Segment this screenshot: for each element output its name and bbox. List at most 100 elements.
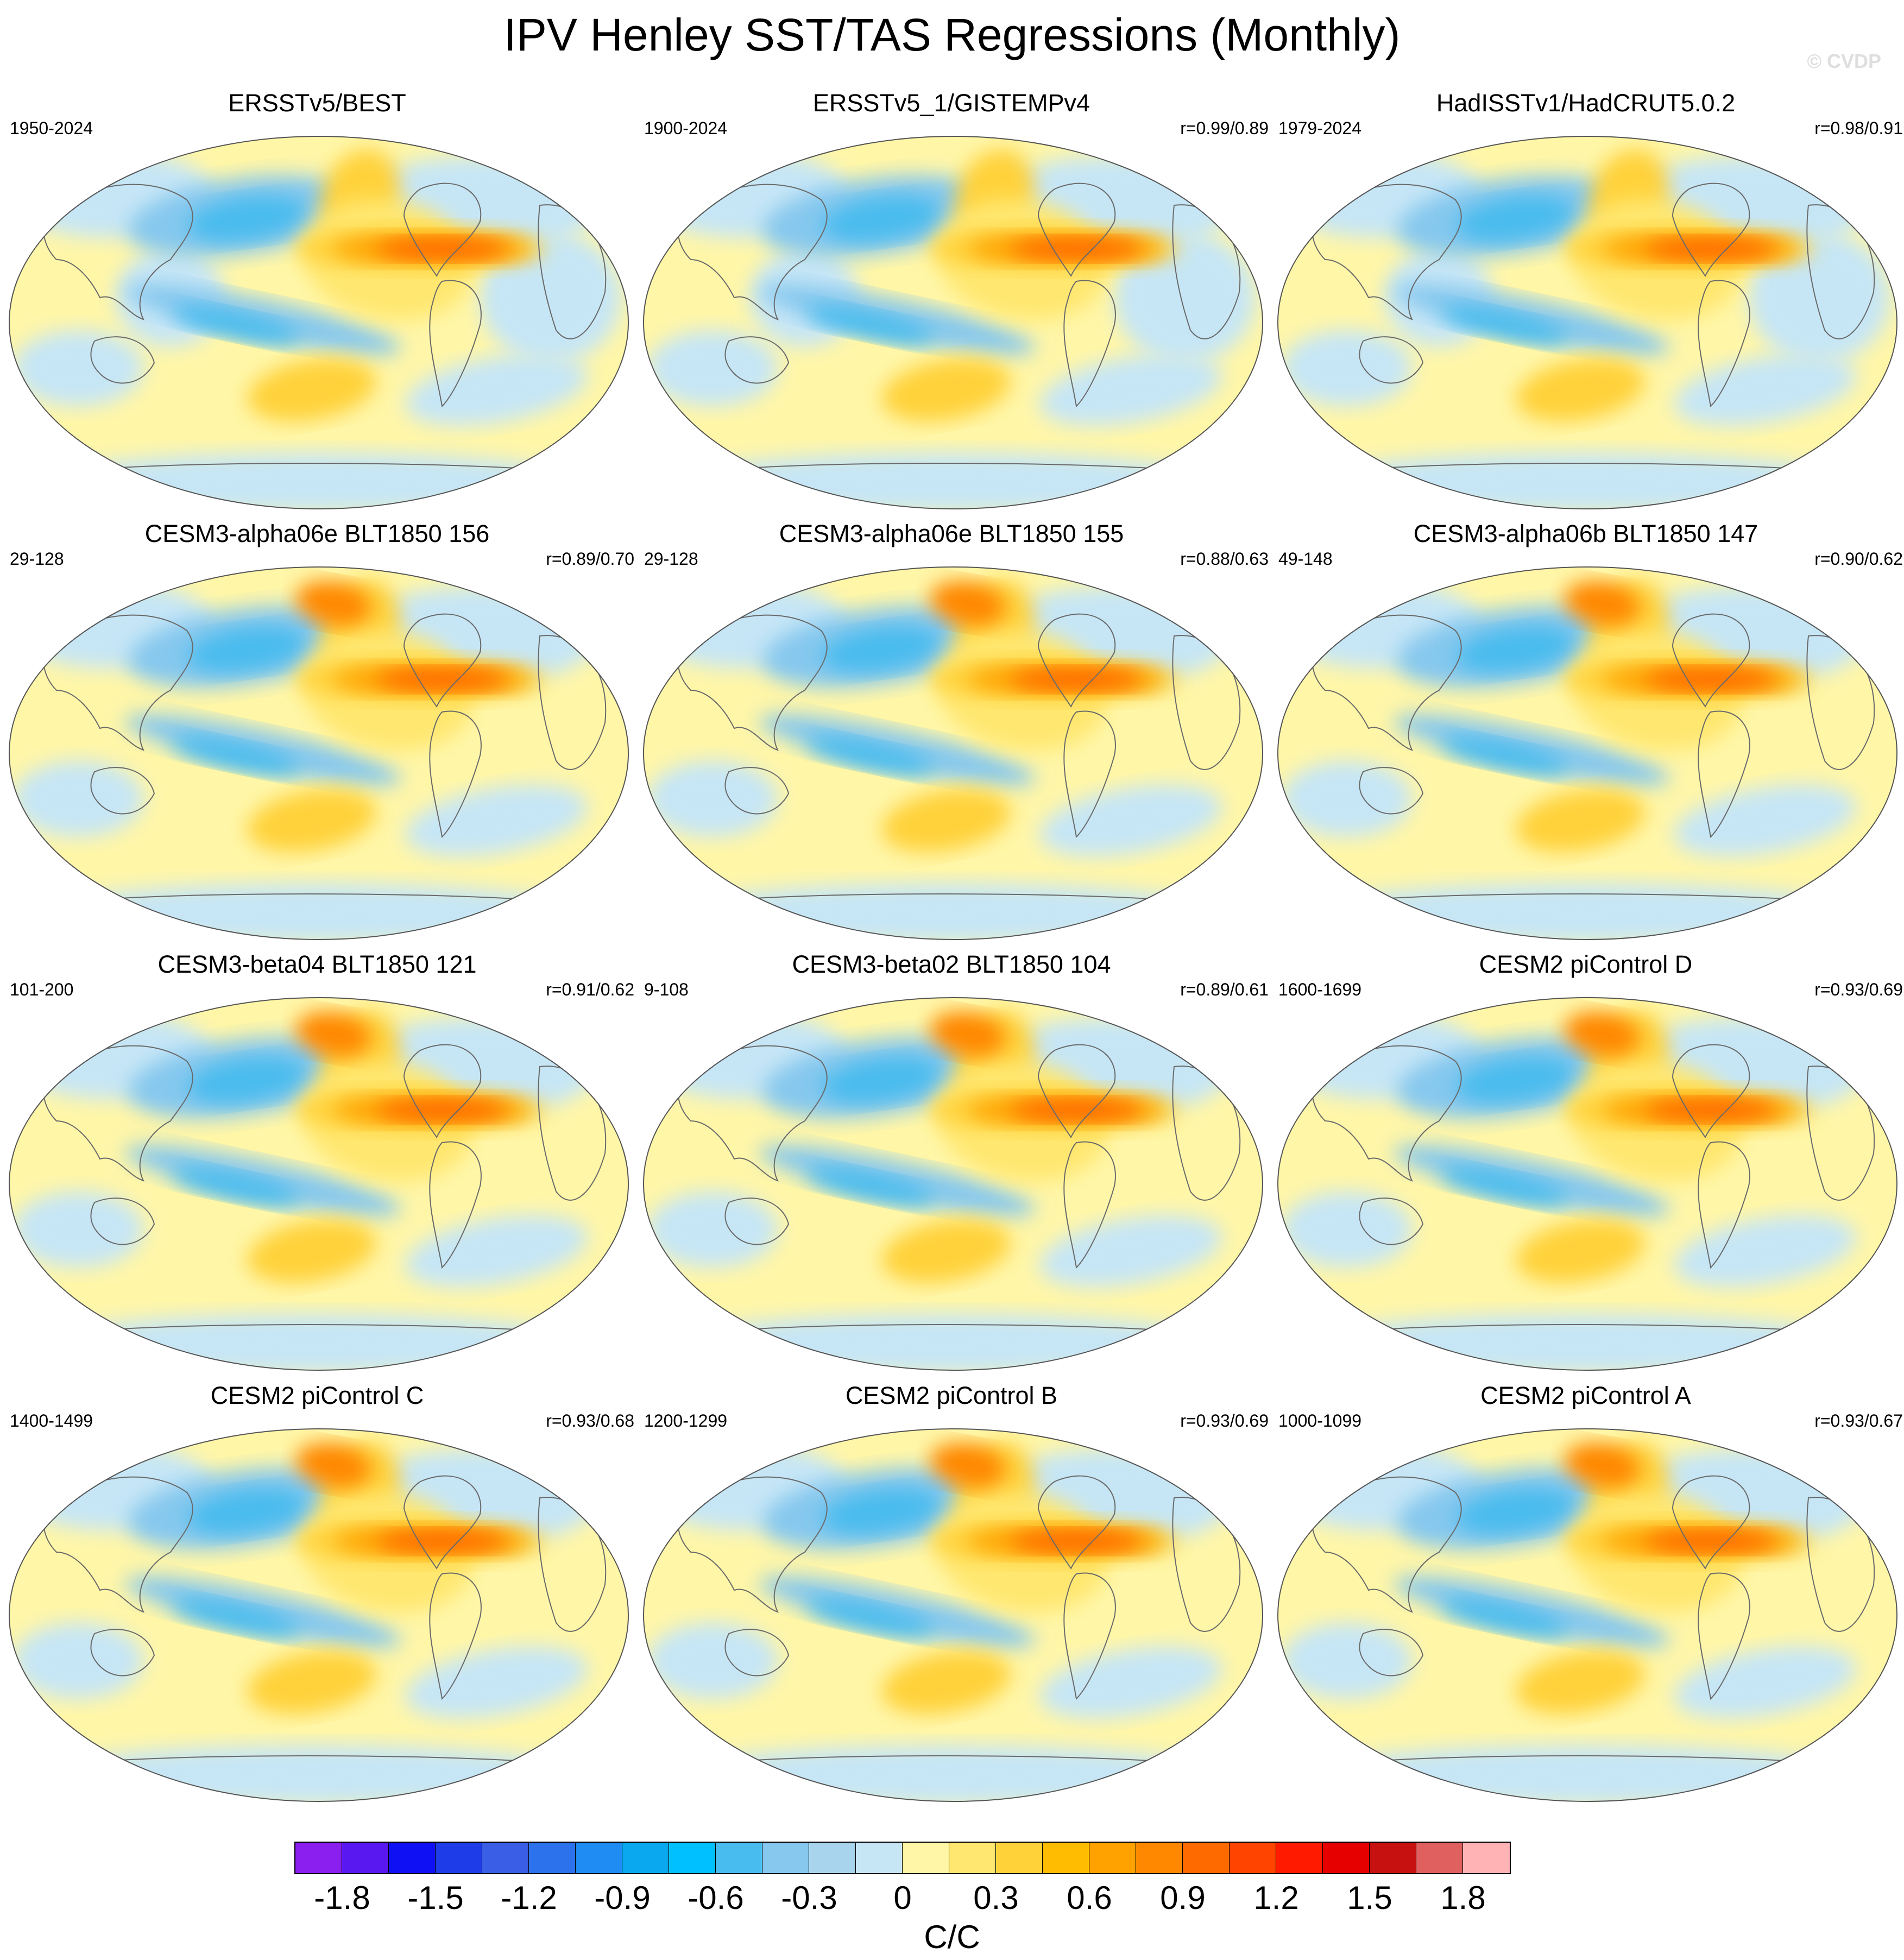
- anomaly-region: [1455, 626, 1575, 673]
- anomaly-region: [806, 736, 934, 774]
- panel-correlation: r=0.91/0.62: [546, 980, 634, 999]
- colorbar-swatch: [903, 1843, 949, 1873]
- anomaly-region: [881, 1650, 1011, 1715]
- regression-map: [9, 1428, 629, 1802]
- anomaly-region: [40, 1314, 583, 1370]
- anomaly-region: [13, 330, 143, 406]
- panel-period: 1950-2024: [10, 118, 93, 138]
- colorbar-tick-label: 0.6: [1067, 1880, 1112, 1916]
- anomaly-region: [674, 883, 1218, 940]
- anomaly-region: [1309, 1314, 1852, 1370]
- colorbar-swatch: [1370, 1843, 1416, 1873]
- panel-title: CESM2 piControl B: [845, 1382, 1058, 1409]
- map-panel: ERSSTv5_1/GISTEMPv4 1900-2024 r=0.99/0.89: [634, 87, 1269, 516]
- anomaly-region: [1440, 1598, 1568, 1636]
- anomaly-region: [821, 1057, 941, 1104]
- colorbar-tick-label: -1.8: [314, 1880, 370, 1916]
- anomaly-region: [187, 1057, 306, 1104]
- colorbar-swatch: [856, 1843, 903, 1873]
- coastline: [1672, 613, 1750, 708]
- colorbar-swatch: [1089, 1843, 1136, 1873]
- coastline: [1312, 184, 1462, 320]
- panel-period: 1000-1099: [1278, 1411, 1362, 1430]
- map-border: [9, 1428, 629, 1802]
- coastline: [429, 1572, 482, 1700]
- colorbar-tick-label: 1.8: [1440, 1880, 1486, 1916]
- colorbar-swatch: [949, 1843, 996, 1873]
- regression-map: [643, 566, 1263, 940]
- anomaly-region: [1455, 1488, 1575, 1535]
- anomaly-region: [1645, 669, 1776, 690]
- map-border: [9, 997, 629, 1371]
- anomaly-region: [1455, 1057, 1575, 1104]
- coastline: [403, 1044, 482, 1138]
- colorbar-swatch: [809, 1843, 856, 1873]
- coastline: [90, 1629, 155, 1677]
- anomaly-region: [377, 1099, 507, 1121]
- anomaly-region: [881, 1219, 1011, 1283]
- colorbar-swatch: [295, 1843, 342, 1873]
- coastline: [1698, 1141, 1750, 1269]
- anomaly-region: [1645, 1530, 1776, 1552]
- anomaly-region: [247, 789, 376, 853]
- colorbar-swatch: [1276, 1843, 1323, 1873]
- colorbar-tick-label: 0: [893, 1880, 912, 1916]
- colorbar-swatch: [1136, 1843, 1183, 1873]
- coastline: [1359, 1629, 1424, 1677]
- colorbar-tick-label: 0.3: [973, 1880, 1019, 1916]
- anomaly-region: [1516, 1650, 1645, 1715]
- coastline: [707, 463, 1196, 472]
- coastline: [724, 767, 790, 815]
- coastline: [1359, 767, 1424, 815]
- anomaly-region: [13, 1192, 143, 1268]
- colorbar-tick-label: -1.2: [501, 1880, 557, 1916]
- regression-map: [1277, 566, 1897, 940]
- anomaly-region: [1645, 238, 1776, 260]
- coastline: [72, 893, 562, 903]
- panel-title: CESM3-alpha06e BLT1850 156: [144, 520, 490, 547]
- anomaly-region: [187, 196, 306, 242]
- coastline: [1037, 1475, 1116, 1570]
- anomaly-region: [881, 789, 1011, 853]
- anomaly-region: [647, 761, 778, 837]
- coastline: [403, 182, 482, 277]
- map-border: [1277, 136, 1897, 509]
- anomaly-region: [821, 1488, 941, 1535]
- coastline: [1312, 614, 1462, 751]
- colorbar-swatch: [622, 1843, 669, 1873]
- coastline: [724, 1629, 790, 1677]
- anomaly-region: [1282, 330, 1412, 406]
- panel-title: ERSSTv5_1/GISTEMPv4: [812, 89, 1090, 117]
- coastline: [72, 463, 562, 472]
- anomaly-region: [821, 196, 941, 242]
- anomaly-region: [405, 354, 588, 426]
- map-panel: ERSSTv5/BEST 1950-2024: [0, 87, 634, 516]
- colorbar-swatch: [1463, 1843, 1510, 1873]
- anomaly-region: [295, 581, 371, 626]
- anomaly-region: [821, 626, 941, 673]
- coastline: [403, 613, 482, 708]
- panel-title: CESM3-beta04 BLT1850 121: [157, 950, 477, 978]
- panel-correlation: r=0.93/0.68: [546, 1411, 634, 1430]
- coastline: [1672, 182, 1750, 277]
- figure-title: IPV Henley SST/TAS Regressions (Monthly): [503, 9, 1401, 60]
- anomaly-region: [930, 1011, 1006, 1057]
- colorbar-swatch: [1416, 1843, 1463, 1873]
- map-panel: CESM2 piControl D 1600-1699 r=0.93/0.69: [1269, 948, 1903, 1377]
- anomaly-region: [1309, 1745, 1852, 1801]
- anomaly-region: [405, 784, 588, 857]
- colorbar-swatch: [389, 1843, 436, 1873]
- colorbar-swatch: [762, 1843, 809, 1873]
- watermark: © CVDP: [1807, 50, 1881, 72]
- panel-correlation: r=0.88/0.63: [1180, 549, 1269, 569]
- anomaly-region: [1564, 1011, 1640, 1057]
- coastline: [677, 1045, 828, 1182]
- coastline: [1698, 280, 1750, 408]
- map-border: [9, 136, 629, 509]
- colorbar-swatch: [716, 1843, 762, 1873]
- coastline: [403, 1475, 482, 1570]
- anomaly-region: [1645, 1099, 1776, 1121]
- colorbar-tick-label: -1.5: [407, 1880, 464, 1916]
- anomaly-region: [1039, 1215, 1222, 1288]
- anomaly-region: [930, 1442, 1006, 1488]
